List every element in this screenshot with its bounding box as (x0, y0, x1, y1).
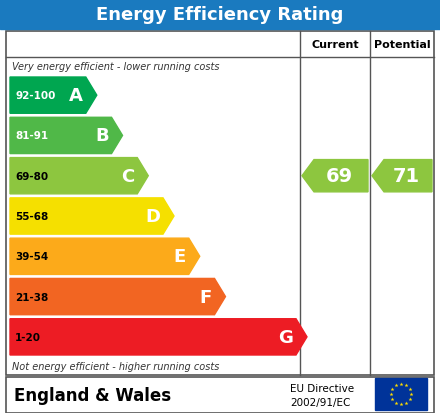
Text: F: F (199, 288, 212, 306)
Text: C: C (121, 167, 134, 185)
Text: D: D (145, 207, 160, 225)
Text: EU Directive: EU Directive (290, 383, 354, 393)
Text: 21-38: 21-38 (15, 292, 48, 302)
Polygon shape (10, 78, 97, 114)
Text: Energy Efficiency Rating: Energy Efficiency Rating (96, 6, 344, 24)
Bar (0, 0, 440, 30)
Text: G: G (278, 328, 293, 346)
Text: 69-80: 69-80 (15, 171, 48, 181)
Polygon shape (10, 239, 200, 275)
Bar (375, 378, 427, 410)
Polygon shape (10, 279, 225, 315)
Text: B: B (95, 127, 109, 145)
Text: Not energy efficient - higher running costs: Not energy efficient - higher running co… (12, 361, 220, 371)
Polygon shape (10, 118, 122, 154)
Text: E: E (173, 248, 186, 266)
Polygon shape (10, 158, 148, 195)
Text: Very energy efficient - lower running costs: Very energy efficient - lower running co… (12, 62, 220, 72)
Text: 92-100: 92-100 (15, 91, 55, 101)
Bar (6, 377, 434, 413)
Polygon shape (372, 160, 432, 192)
Text: 55-68: 55-68 (15, 211, 48, 221)
Text: 1-20: 1-20 (15, 332, 41, 342)
Text: 81-91: 81-91 (15, 131, 48, 141)
Text: 2002/91/EC: 2002/91/EC (290, 396, 350, 407)
Text: 69: 69 (326, 167, 352, 186)
Text: 71: 71 (392, 167, 420, 186)
Text: Potential: Potential (374, 40, 430, 50)
Text: 39-54: 39-54 (15, 252, 48, 262)
Polygon shape (10, 198, 174, 235)
Text: England & Wales: England & Wales (14, 386, 171, 404)
Polygon shape (10, 319, 307, 355)
Text: Current: Current (311, 40, 359, 50)
Polygon shape (302, 160, 368, 192)
Bar (6, 32, 434, 375)
Text: A: A (69, 87, 83, 105)
